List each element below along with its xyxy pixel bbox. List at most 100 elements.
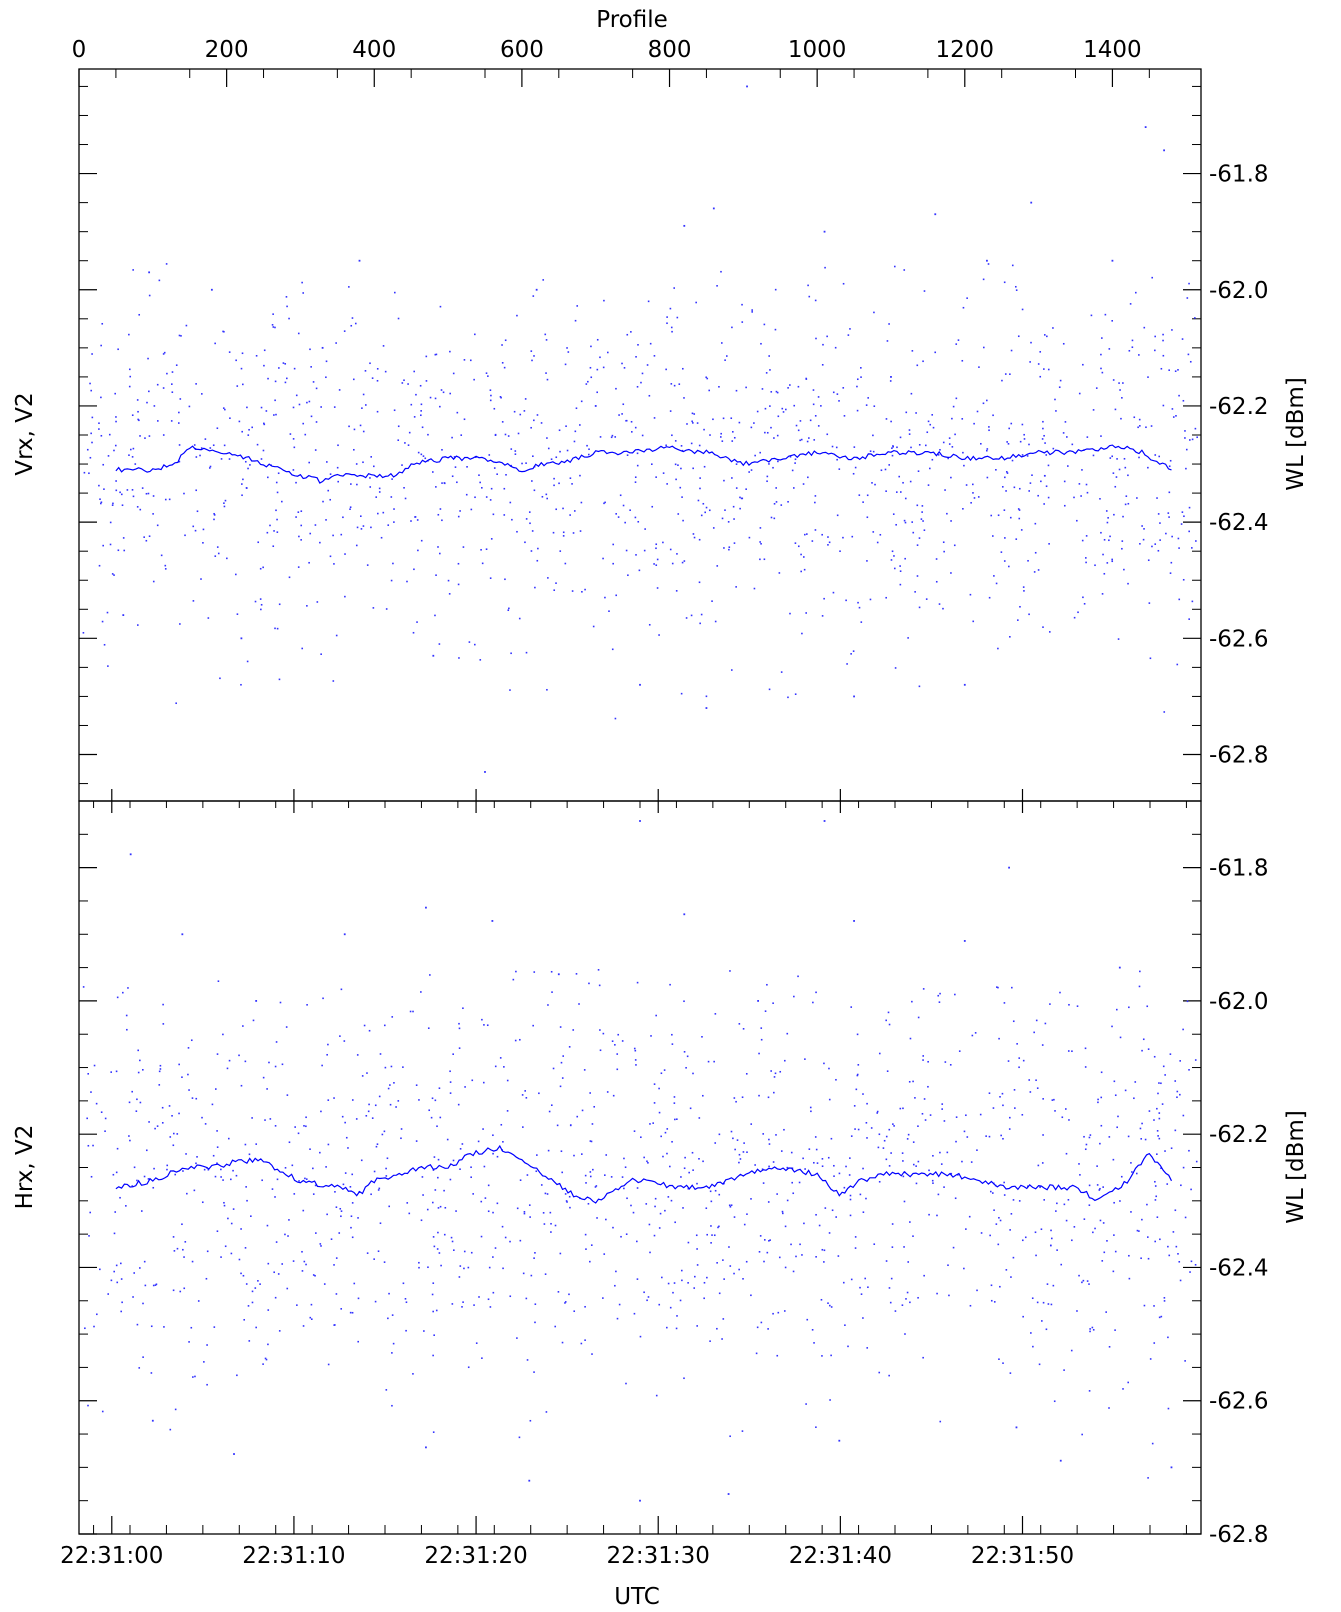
vrx-point: [853, 446, 856, 448]
hrx-point: [833, 1175, 835, 1177]
hrx-point: [859, 1286, 861, 1289]
vrx-point: [1030, 341, 1032, 344]
hrx-point: [335, 1206, 338, 1208]
hrx-point: [342, 1183, 345, 1186]
vrx-point: [297, 566, 300, 568]
hrx-point: [885, 1158, 888, 1161]
vrx-point: [192, 600, 195, 602]
hrx-point: [580, 1153, 583, 1155]
vrx-point: [961, 359, 964, 362]
hrx-point: [792, 1192, 795, 1195]
vrx-point: [890, 559, 893, 561]
hrx-point: [250, 1215, 252, 1217]
vrx-point: [532, 295, 535, 297]
vrx-point: [114, 392, 116, 395]
hrx-point: [432, 1282, 435, 1284]
hrx-point: [176, 1247, 179, 1250]
hrx-outlier-point: [853, 920, 855, 922]
vrx-point: [805, 377, 807, 380]
bottom-tick-label: 22:31:40: [789, 1543, 892, 1569]
hrx-point: [235, 1174, 238, 1177]
hrx-point: [815, 1426, 817, 1429]
hrx-point: [1106, 1240, 1108, 1242]
hrx-point: [546, 1193, 549, 1195]
hrx-point: [856, 1073, 859, 1076]
hrx-point: [471, 1079, 474, 1082]
hrx-point: [297, 1132, 300, 1135]
hrx-point: [716, 1327, 718, 1330]
vrx-point: [602, 366, 605, 369]
hrx-point: [888, 1287, 891, 1289]
vrx-point: [622, 504, 625, 507]
vrx-point: [814, 501, 816, 504]
vrx-point: [552, 531, 555, 534]
hrx-point: [1050, 1303, 1053, 1306]
vrx-point: [988, 596, 991, 599]
vrx-point: [823, 597, 825, 600]
vrx-point: [899, 436, 902, 439]
vrx-point: [860, 367, 862, 369]
vrx-point: [1037, 363, 1040, 365]
vrx-point: [817, 425, 820, 427]
hrx-point: [1086, 1280, 1089, 1282]
vrx-point: [1129, 303, 1132, 305]
hrx-point: [87, 1144, 90, 1147]
vrx-point: [836, 393, 839, 395]
vrx-point: [314, 524, 317, 526]
hrx-point: [264, 1119, 266, 1121]
vrx-point: [612, 543, 615, 546]
hrx-point: [452, 1159, 455, 1162]
hrx-point: [569, 1124, 572, 1126]
hrx-point: [388, 1292, 390, 1295]
vrx-point: [226, 557, 228, 560]
hrx-point: [1056, 1249, 1058, 1251]
hrx-point: [391, 1314, 394, 1316]
hrx-point: [561, 1341, 564, 1344]
hrx-point: [568, 1195, 571, 1198]
hrx-point: [1051, 1099, 1054, 1101]
vrx-point: [965, 484, 968, 486]
vrx-point: [223, 505, 226, 508]
hrx-point: [733, 1216, 736, 1218]
vrx-point: [188, 405, 191, 408]
hrx-point: [1035, 1079, 1037, 1082]
vrx-point: [910, 446, 912, 449]
vrx-point: [480, 548, 482, 551]
hrx-point: [433, 1245, 436, 1248]
vrx-point: [194, 529, 197, 532]
vrx-point: [753, 422, 755, 424]
vrx-point: [153, 405, 156, 407]
hrx-point: [125, 1014, 128, 1017]
hrx-point: [216, 1053, 219, 1055]
hrx-point: [1189, 1271, 1191, 1273]
vrx-point: [571, 590, 574, 592]
vrx-point: [849, 328, 851, 330]
hrx-point: [564, 1301, 567, 1303]
vrx-point: [838, 400, 840, 402]
hrx-point: [185, 1153, 187, 1155]
hrx-point: [432, 1236, 435, 1238]
vrx-point: [275, 509, 277, 512]
hrx-point: [216, 1230, 219, 1233]
hrx-point: [1009, 1372, 1012, 1374]
hrx-point: [330, 1238, 333, 1240]
vrx-point: [510, 448, 513, 450]
hrx-point: [605, 1154, 608, 1156]
vrx-point: [362, 393, 365, 396]
hrx-point: [153, 1167, 155, 1170]
hrx-point: [554, 1325, 557, 1328]
hrx-point: [1108, 1407, 1110, 1409]
hrx-point: [745, 1073, 748, 1075]
vrx-point: [858, 606, 861, 609]
hrx-point: [672, 1291, 674, 1294]
vrx-point: [1101, 371, 1104, 374]
vrx-point: [325, 360, 328, 363]
vrx-point: [826, 335, 828, 338]
hrx-point: [326, 1213, 328, 1216]
hrx-point: [689, 1107, 692, 1110]
hrx-point: [281, 1263, 284, 1265]
hrx-point: [650, 1035, 652, 1037]
vrx-point: [603, 299, 605, 302]
vrx-point: [474, 643, 476, 646]
vrx-point: [604, 501, 606, 504]
